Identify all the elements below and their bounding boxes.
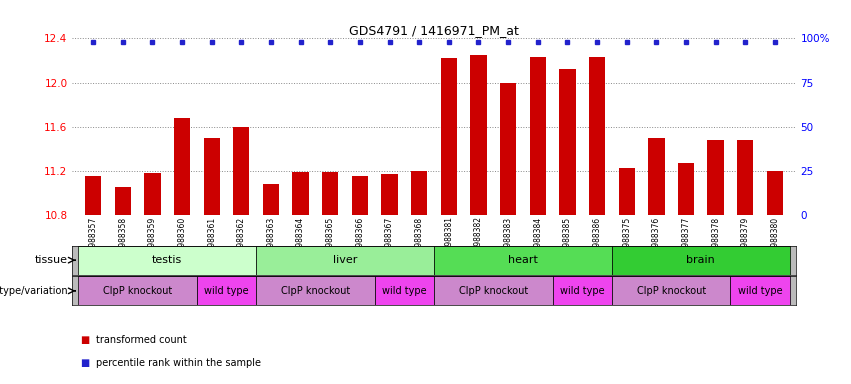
Bar bbox=[707, 140, 724, 215]
Text: genotype/variation: genotype/variation bbox=[0, 286, 68, 296]
Bar bbox=[263, 184, 279, 215]
Bar bbox=[737, 140, 753, 215]
Bar bbox=[256, 246, 434, 275]
Text: ■: ■ bbox=[81, 358, 94, 368]
Bar bbox=[471, 55, 487, 215]
Bar bbox=[256, 276, 374, 305]
Text: testis: testis bbox=[152, 255, 182, 265]
Bar bbox=[678, 163, 694, 215]
Text: percentile rank within the sample: percentile rank within the sample bbox=[96, 358, 261, 368]
Bar bbox=[174, 118, 190, 215]
Text: tissue: tissue bbox=[35, 255, 68, 265]
Text: wild type: wild type bbox=[204, 286, 248, 296]
Bar bbox=[233, 127, 249, 215]
Bar bbox=[203, 138, 220, 215]
Text: brain: brain bbox=[687, 255, 715, 265]
Text: heart: heart bbox=[508, 255, 538, 265]
Text: wild type: wild type bbox=[382, 286, 426, 296]
Bar bbox=[529, 57, 546, 215]
Bar bbox=[78, 246, 256, 275]
Bar bbox=[552, 276, 612, 305]
Text: transformed count: transformed count bbox=[96, 335, 187, 345]
Title: GDS4791 / 1416971_PM_at: GDS4791 / 1416971_PM_at bbox=[349, 24, 519, 37]
Bar bbox=[381, 174, 397, 215]
Bar bbox=[441, 58, 457, 215]
Bar bbox=[648, 138, 665, 215]
Bar bbox=[115, 187, 131, 215]
Bar bbox=[767, 171, 783, 215]
Bar bbox=[619, 167, 635, 215]
Bar bbox=[322, 172, 339, 215]
Text: ■: ■ bbox=[81, 335, 94, 345]
Text: wild type: wild type bbox=[560, 286, 604, 296]
Text: ClpP knockout: ClpP knockout bbox=[459, 286, 528, 296]
Bar bbox=[434, 246, 612, 275]
Bar bbox=[197, 276, 256, 305]
Bar bbox=[559, 70, 575, 215]
Bar bbox=[144, 173, 161, 215]
Bar bbox=[589, 57, 605, 215]
Bar bbox=[78, 276, 197, 305]
Bar bbox=[612, 276, 730, 305]
Bar bbox=[612, 246, 790, 275]
Bar bbox=[85, 176, 101, 215]
Bar bbox=[374, 276, 434, 305]
Text: liver: liver bbox=[333, 255, 357, 265]
Bar bbox=[730, 276, 790, 305]
Bar bbox=[434, 276, 552, 305]
Text: ClpP knockout: ClpP knockout bbox=[103, 286, 172, 296]
Bar bbox=[500, 83, 517, 215]
Text: ClpP knockout: ClpP knockout bbox=[637, 286, 705, 296]
Bar bbox=[293, 172, 309, 215]
Text: wild type: wild type bbox=[738, 286, 782, 296]
Bar bbox=[351, 176, 368, 215]
Text: ClpP knockout: ClpP knockout bbox=[281, 286, 350, 296]
Bar bbox=[411, 171, 427, 215]
